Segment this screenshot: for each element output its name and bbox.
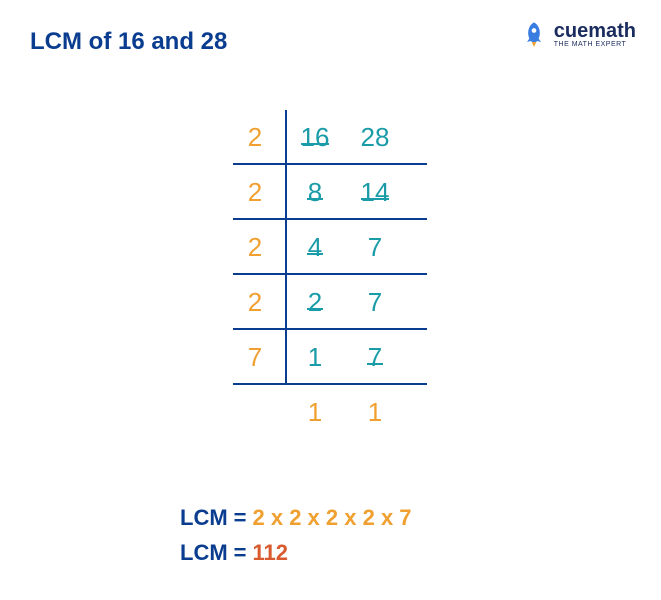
page-title: LCM of 16 and 28 bbox=[30, 28, 227, 56]
lcm-factors: 2 x 2 x 2 x 2 x 7 bbox=[253, 505, 412, 530]
number-cell: 1 bbox=[285, 342, 345, 373]
lcm-result: LCM=2 x 2 x 2 x 2 x 7 LCM=112 bbox=[180, 500, 412, 570]
divisor-cell: 2 bbox=[225, 232, 285, 263]
table-row: 717 bbox=[225, 330, 435, 385]
number-cell: 28 bbox=[345, 122, 405, 153]
brand-name: cuemath bbox=[554, 21, 636, 41]
rocket-icon bbox=[520, 20, 548, 48]
result-factors-line: LCM=2 x 2 x 2 x 2 x 7 bbox=[180, 500, 412, 535]
brand-logo: cuemath THE MATH EXPERT bbox=[520, 20, 636, 48]
table-row: 21628 bbox=[225, 110, 435, 165]
divisor-cell: 7 bbox=[225, 342, 285, 373]
number-cell: 4 bbox=[285, 232, 345, 263]
number-cell: 16 bbox=[285, 122, 345, 153]
number-cell: 8 bbox=[285, 177, 345, 208]
division-table: 21628281424722771711 bbox=[225, 110, 435, 440]
table-row: 227 bbox=[225, 275, 435, 330]
logo-text: cuemath THE MATH EXPERT bbox=[554, 21, 636, 48]
brand-tagline: THE MATH EXPERT bbox=[554, 41, 636, 48]
number-cell: 7 bbox=[345, 287, 405, 318]
table-row: 247 bbox=[225, 220, 435, 275]
equals-sign: = bbox=[234, 505, 247, 530]
number-cell: 1 bbox=[285, 397, 345, 428]
lcm-label-2: LCM bbox=[180, 540, 228, 565]
title-text: LCM of 16 and 28 bbox=[30, 28, 227, 55]
table-row: 11 bbox=[225, 385, 435, 440]
number-cell: 7 bbox=[345, 342, 405, 373]
equals-sign-2: = bbox=[234, 540, 247, 565]
result-value-line: LCM=112 bbox=[180, 535, 412, 570]
number-cell: 2 bbox=[285, 287, 345, 318]
divisor-cell: 2 bbox=[225, 177, 285, 208]
lcm-label: LCM bbox=[180, 505, 228, 530]
divisor-cell: 2 bbox=[225, 122, 285, 153]
number-cell: 1 bbox=[345, 397, 405, 428]
lcm-value: 112 bbox=[253, 540, 289, 565]
divisor-cell: 2 bbox=[225, 287, 285, 318]
table-row: 2814 bbox=[225, 165, 435, 220]
number-cell: 14 bbox=[345, 177, 405, 208]
number-cell: 7 bbox=[345, 232, 405, 263]
